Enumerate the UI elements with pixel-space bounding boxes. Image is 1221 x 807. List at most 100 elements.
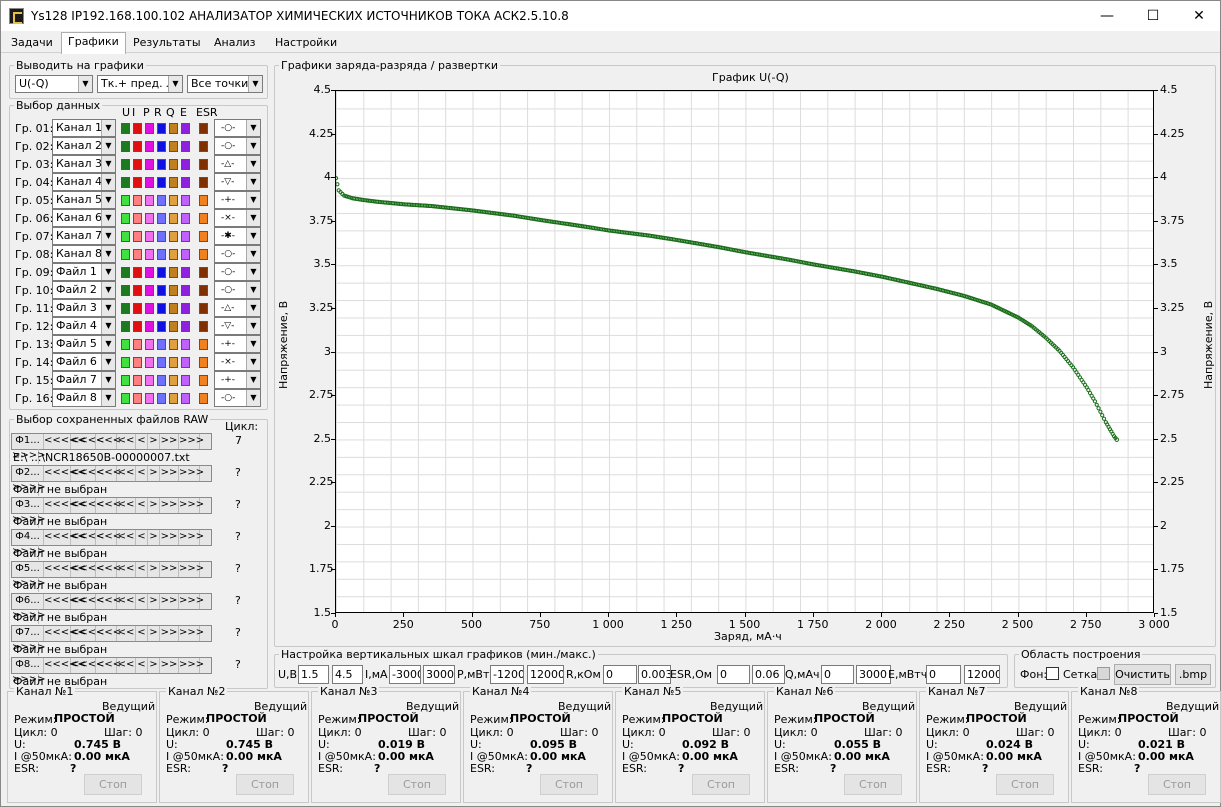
- color-swatch[interactable]: [169, 339, 178, 350]
- color-swatch[interactable]: [133, 393, 142, 404]
- color-swatch[interactable]: [133, 249, 142, 260]
- nav-button[interactable]: >>>: [179, 658, 204, 673]
- nav-button[interactable]: >>>: [179, 594, 204, 609]
- color-swatch[interactable]: [157, 141, 166, 152]
- color-swatch[interactable]: [133, 123, 142, 134]
- color-swatch[interactable]: [145, 285, 154, 296]
- source-select[interactable]: Файл 7 ▼: [52, 371, 116, 389]
- title-bar[interactable]: Ys128 IP192.168.100.102 АНАЛИЗАТОР ХИМИЧ…: [1, 1, 1220, 31]
- source-select[interactable]: Файл 8 ▼: [52, 389, 116, 407]
- marker-select[interactable]: -+- ▼: [214, 335, 261, 353]
- color-swatch[interactable]: [121, 141, 130, 152]
- color-swatch[interactable]: [157, 231, 166, 242]
- nav-button[interactable]: >>>>: [12, 673, 46, 688]
- nav-button[interactable]: >: [148, 594, 160, 609]
- color-swatch[interactable]: [157, 213, 166, 224]
- color-swatch[interactable]: [157, 303, 166, 314]
- color-swatch[interactable]: [121, 159, 130, 170]
- color-swatch[interactable]: [199, 357, 208, 368]
- source-select[interactable]: Канал 4 ▼: [52, 173, 116, 191]
- color-swatch[interactable]: [133, 231, 142, 242]
- color-swatch[interactable]: [121, 123, 130, 134]
- vscale-min-input[interactable]: 0: [717, 665, 750, 684]
- color-swatch[interactable]: [181, 195, 190, 206]
- color-swatch[interactable]: [133, 357, 142, 368]
- points-select[interactable]: Все точки ▼: [187, 75, 263, 93]
- color-swatch[interactable]: [169, 393, 178, 404]
- color-swatch[interactable]: [169, 249, 178, 260]
- color-swatch[interactable]: [133, 339, 142, 350]
- color-swatch[interactable]: [181, 339, 190, 350]
- color-swatch[interactable]: [181, 249, 190, 260]
- color-swatch[interactable]: [181, 141, 190, 152]
- color-swatch[interactable]: [133, 375, 142, 386]
- marker-select[interactable]: -✱- ▼: [214, 227, 261, 245]
- color-swatch[interactable]: [181, 231, 190, 242]
- nav-button[interactable]: <<<<: [71, 466, 105, 481]
- nav-button[interactable]: <<: [117, 562, 136, 577]
- nav-button[interactable]: <<<<<: [44, 594, 86, 609]
- color-swatch[interactable]: [133, 177, 142, 188]
- source-select[interactable]: Канал 3 ▼: [52, 155, 116, 173]
- nav-button[interactable]: <: [136, 626, 148, 641]
- nav-button[interactable]: >>>>: [12, 577, 46, 592]
- minimize-button[interactable]: —: [1100, 8, 1114, 24]
- nav-button[interactable]: >>: [160, 530, 179, 545]
- source-select[interactable]: Канал 6 ▼: [52, 209, 116, 227]
- vscale-min-input[interactable]: 0: [821, 665, 854, 684]
- color-swatch[interactable]: [145, 249, 154, 260]
- color-swatch[interactable]: [169, 159, 178, 170]
- nav-button[interactable]: <<<<<: [44, 466, 86, 481]
- vscale-min-input[interactable]: -3000: [389, 665, 421, 684]
- stop-button[interactable]: Стоп: [540, 774, 598, 795]
- color-swatch[interactable]: [133, 285, 142, 296]
- color-swatch[interactable]: [121, 303, 130, 314]
- color-swatch[interactable]: [121, 339, 130, 350]
- nav-button[interactable]: <<<: [96, 626, 121, 641]
- stop-button[interactable]: Стоп: [1148, 774, 1206, 795]
- color-swatch[interactable]: [145, 267, 154, 278]
- color-swatch[interactable]: [199, 213, 208, 224]
- nav-button[interactable]: <<: [117, 466, 136, 481]
- nav-button[interactable]: <<: [117, 434, 136, 449]
- nav-button[interactable]: <<<: [96, 434, 121, 449]
- nav-button[interactable]: >>>>: [12, 481, 46, 496]
- color-swatch[interactable]: [121, 249, 130, 260]
- nav-button[interactable]: >>>: [179, 434, 204, 449]
- tab-results[interactable]: Результаты: [133, 36, 201, 49]
- vscale-max-input[interactable]: 12000: [527, 665, 564, 684]
- file-open-button-8[interactable]: Ф8...: [12, 658, 44, 673]
- color-swatch[interactable]: [145, 339, 154, 350]
- marker-select[interactable]: -×- ▼: [214, 353, 261, 371]
- color-swatch[interactable]: [157, 177, 166, 188]
- marker-select[interactable]: -○- ▼: [214, 389, 261, 407]
- source-select[interactable]: Файл 5 ▼: [52, 335, 116, 353]
- nav-button[interactable]: >>>>: [12, 609, 46, 624]
- color-swatch[interactable]: [199, 321, 208, 332]
- nav-button[interactable]: >>: [160, 434, 179, 449]
- color-swatch[interactable]: [199, 303, 208, 314]
- color-swatch[interactable]: [121, 285, 130, 296]
- color-swatch[interactable]: [121, 393, 130, 404]
- nav-button[interactable]: <<<<: [71, 626, 105, 641]
- source-select[interactable]: Канал 2 ▼: [52, 137, 116, 155]
- color-swatch[interactable]: [133, 267, 142, 278]
- marker-select[interactable]: -+- ▼: [214, 371, 261, 389]
- color-swatch[interactable]: [181, 159, 190, 170]
- marker-select[interactable]: -▽- ▼: [214, 173, 261, 191]
- nav-button[interactable]: <: [136, 562, 148, 577]
- color-swatch[interactable]: [199, 231, 208, 242]
- color-swatch[interactable]: [181, 393, 190, 404]
- nav-button[interactable]: >>: [160, 626, 179, 641]
- color-swatch[interactable]: [181, 213, 190, 224]
- color-swatch[interactable]: [169, 123, 178, 134]
- color-swatch[interactable]: [157, 357, 166, 368]
- color-swatch[interactable]: [145, 123, 154, 134]
- color-swatch[interactable]: [133, 303, 142, 314]
- color-swatch[interactable]: [157, 267, 166, 278]
- color-swatch[interactable]: [181, 267, 190, 278]
- vscale-min-input[interactable]: 0: [603, 665, 637, 684]
- color-swatch[interactable]: [133, 159, 142, 170]
- color-swatch[interactable]: [181, 357, 190, 368]
- color-swatch[interactable]: [199, 177, 208, 188]
